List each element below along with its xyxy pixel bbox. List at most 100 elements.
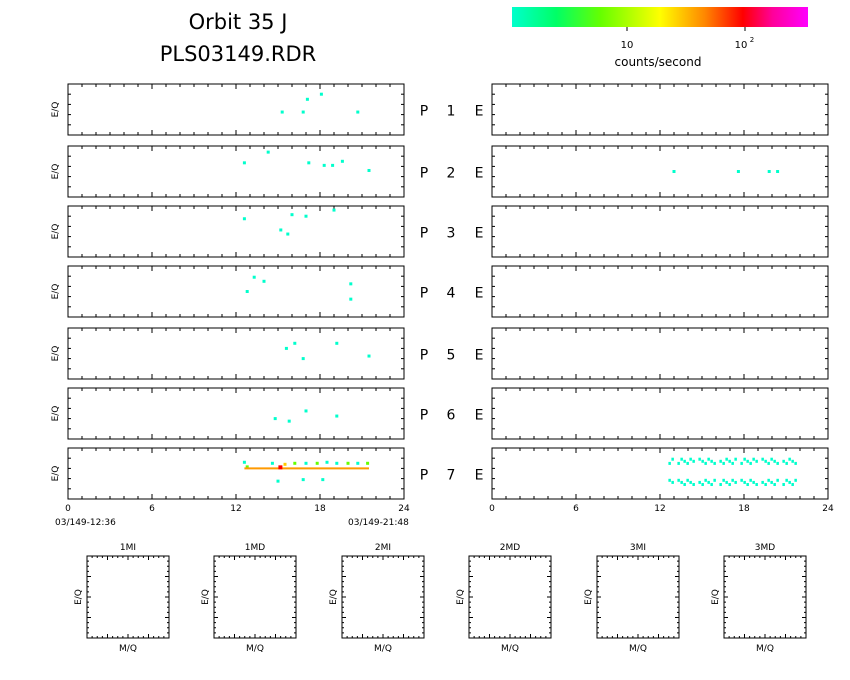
- data-pixel: [366, 461, 370, 465]
- mq-panel-frame: [341, 555, 425, 639]
- data-pixel: [689, 457, 692, 461]
- data-pixel: [794, 478, 797, 482]
- data-pixel: [319, 92, 323, 96]
- data-pixel: [728, 483, 731, 487]
- panel-row-4: E/Q P 4 E: [51, 265, 829, 318]
- data-pixel: [782, 459, 785, 463]
- data-pixel: [719, 483, 722, 487]
- mq-panel-title: 2MI: [375, 543, 391, 553]
- data-pixel: [767, 170, 771, 173]
- data-pixel: [252, 275, 256, 279]
- data-pixel: [713, 461, 716, 465]
- data-pixel: [683, 483, 686, 487]
- data-pixel: [346, 461, 350, 465]
- panel-row-2: E/Q P 2 E: [51, 145, 829, 198]
- row-label-letter: P: [420, 226, 428, 242]
- data-pixel: [743, 457, 746, 461]
- colorbar-tick-superscript: 2: [750, 36, 754, 44]
- mq-panel-title: 2MD: [500, 543, 520, 553]
- data-pixel: [788, 480, 791, 484]
- data-pixel: [734, 480, 737, 484]
- data-pixel: [731, 478, 734, 482]
- x-tick-label: 12: [230, 504, 241, 514]
- x-tick-label: 18: [738, 504, 750, 514]
- data-pixel: [335, 414, 339, 418]
- data-pixel: [686, 478, 689, 482]
- row-label-suffix: E: [475, 226, 484, 242]
- colorbar-tick-label: 10: [621, 40, 634, 51]
- mq-panel-1mi: 1MI M/Q E/Q: [74, 543, 170, 654]
- mq-panel-3md: 3MD M/Q E/Q: [711, 543, 807, 654]
- data-pixel: [677, 478, 680, 482]
- x-tick-label: 0: [65, 504, 71, 514]
- data-pixel: [683, 459, 686, 463]
- row-label-suffix: E: [475, 408, 484, 424]
- data-pixel: [286, 232, 290, 236]
- y-axis-label: E/Q: [51, 406, 61, 422]
- mq-panel-3mi: 3MI M/Q E/Q: [584, 543, 680, 654]
- right-panel-frame: [491, 83, 829, 136]
- right-panel-frame: [491, 387, 829, 440]
- data-pixel: [746, 483, 749, 487]
- data-pixel: [746, 459, 749, 463]
- data-pixel: [713, 478, 716, 482]
- data-pixel: [284, 346, 288, 350]
- data-pixel: [668, 478, 671, 482]
- data-pixel: [785, 461, 788, 465]
- data-pixel: [698, 480, 701, 484]
- data-pixel: [301, 357, 305, 361]
- row-label-number: 5: [447, 348, 456, 364]
- data-pixel: [734, 457, 737, 461]
- data-pixel: [764, 483, 767, 487]
- panel-row-5: E/Q P 5 E: [51, 327, 829, 380]
- mq-panel-frame: [468, 555, 552, 639]
- mq-y-label: E/Q: [456, 589, 466, 605]
- mq-y-label: E/Q: [74, 589, 84, 605]
- data-pixel: [280, 110, 284, 114]
- data-pixel: [349, 297, 353, 301]
- row-label-number: 4: [447, 286, 456, 302]
- row-label-suffix: E: [475, 286, 484, 302]
- data-pixel: [740, 478, 743, 482]
- data-pixel: [680, 457, 683, 461]
- panel-row-7: E/Q P 7 E: [51, 447, 829, 500]
- file-name: PLS03149.RDR: [160, 42, 317, 66]
- data-pixel: [698, 457, 701, 461]
- data-pixel: [293, 461, 297, 465]
- left-panel-frame: [67, 205, 405, 258]
- data-pixel: [743, 480, 746, 484]
- data-pixel: [722, 478, 725, 482]
- mq-panel-frame: [213, 555, 297, 639]
- row-label-letter: P: [420, 348, 428, 364]
- x-tick-label: 12: [654, 504, 665, 514]
- left-panel-frame: [67, 83, 405, 136]
- panel-row-1: E/Q P 1 E: [51, 83, 829, 136]
- row-label-number: 6: [447, 408, 456, 424]
- data-pixel: [707, 457, 710, 461]
- data-pixel: [367, 354, 371, 358]
- data-pixel: [279, 228, 283, 232]
- data-pixel: [785, 478, 788, 482]
- left-panel-frame: [67, 327, 405, 380]
- data-pixel: [776, 478, 779, 482]
- data-pixel: [755, 483, 758, 487]
- panel-row-6: E/Q P 6 E: [51, 387, 829, 440]
- row-label-suffix: E: [475, 104, 484, 120]
- data-pixel: [710, 483, 713, 487]
- y-axis-label: E/Q: [51, 102, 61, 118]
- colorbar: 10 10 2 counts/second: [512, 7, 808, 69]
- row-label-letter: P: [420, 468, 428, 484]
- data-pixel: [725, 480, 728, 484]
- x-tick-label: 18: [314, 504, 326, 514]
- data-pixel: [704, 478, 707, 482]
- data-pixel: [332, 208, 336, 212]
- right-panel-frame: [491, 327, 829, 380]
- data-pixel: [773, 483, 776, 487]
- data-pixel: [245, 465, 249, 469]
- data-pixel: [242, 217, 246, 221]
- right-panel-frame: [491, 447, 829, 500]
- data-pixel: [672, 170, 676, 173]
- data-pixel: [728, 459, 731, 463]
- y-axis-label: E/Q: [51, 164, 61, 180]
